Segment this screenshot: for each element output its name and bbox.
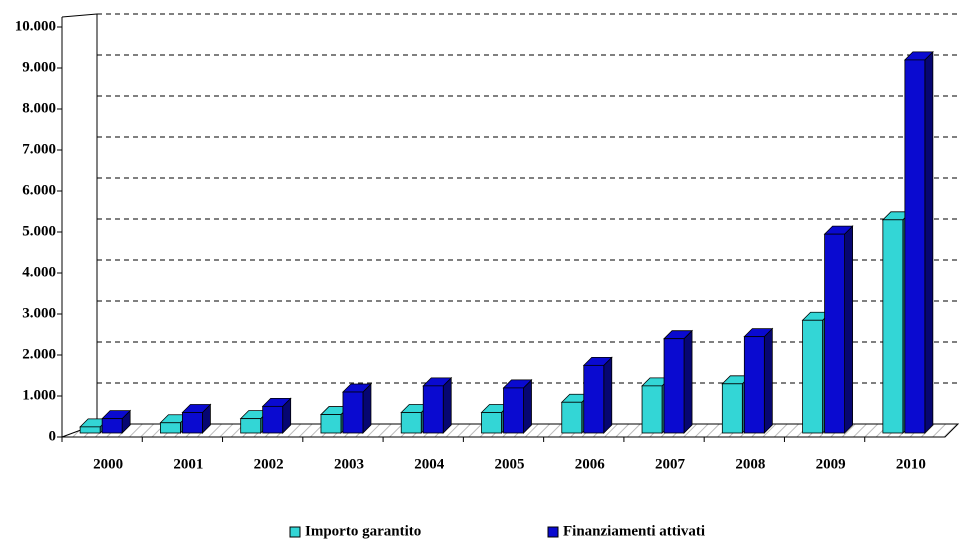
y-tick-label: 9.000: [22, 59, 56, 75]
x-tick-label: 2001: [173, 456, 203, 472]
bar-side: [763, 327, 773, 434]
bar: [583, 364, 605, 434]
bar: [721, 383, 743, 434]
bar: [182, 412, 203, 434]
x-tick-label: 2004: [414, 456, 445, 472]
bar: [641, 385, 663, 434]
bar-side: [683, 329, 693, 434]
bar: [240, 418, 262, 434]
y-tick-label: 2.000: [22, 346, 56, 362]
bar: [481, 412, 502, 434]
bar-side: [442, 376, 452, 434]
y-tick-label: 1.000: [22, 387, 56, 403]
bar: [561, 401, 583, 434]
y-axis-top: [61, 13, 98, 18]
x-tick-label: 2002: [254, 456, 284, 472]
bar: [160, 422, 181, 434]
y-tick-label: 10.000: [15, 18, 56, 34]
bar: [400, 412, 422, 434]
x-tick-label: 2005: [495, 456, 525, 472]
bar-side: [844, 225, 853, 434]
x-tick-label: 2008: [735, 456, 765, 472]
x-tick-label: 2000: [93, 456, 123, 472]
bar: [904, 59, 926, 434]
bar: [320, 414, 342, 434]
y-tick-label: 4.000: [22, 264, 56, 280]
x-tick-label: 2009: [816, 456, 846, 472]
x-tick-label: 2007: [655, 456, 686, 472]
y-tick-label: 5.000: [22, 223, 56, 239]
y-tick-label: 8.000: [22, 100, 56, 116]
x-tick-label: 2010: [896, 456, 926, 472]
legend-swatch: [547, 526, 559, 538]
bar-side: [523, 378, 532, 434]
y-tick-label: 3.000: [22, 305, 56, 321]
bar: [79, 426, 101, 434]
bar: [802, 319, 823, 434]
y-tick-label: 7.000: [22, 141, 56, 157]
legend-label: Finanziamenti attivati: [563, 523, 705, 539]
y-tick-label: 6.000: [22, 182, 56, 198]
bar: [101, 418, 123, 434]
bar: [503, 387, 524, 434]
x-tick-label: 2006: [575, 456, 606, 472]
bar: [824, 233, 845, 434]
legend-label: Importo garantito: [305, 523, 421, 539]
bar: [882, 219, 904, 434]
bar: [422, 385, 444, 434]
bar: [663, 338, 685, 434]
legend-swatch: [289, 526, 301, 538]
bar: [342, 391, 364, 434]
bar-side: [603, 356, 613, 434]
bar: [262, 405, 284, 434]
bar-side: [924, 50, 934, 434]
bar: [743, 336, 765, 434]
y-tick-label: 0: [49, 428, 57, 444]
x-tick-label: 2003: [334, 456, 364, 472]
